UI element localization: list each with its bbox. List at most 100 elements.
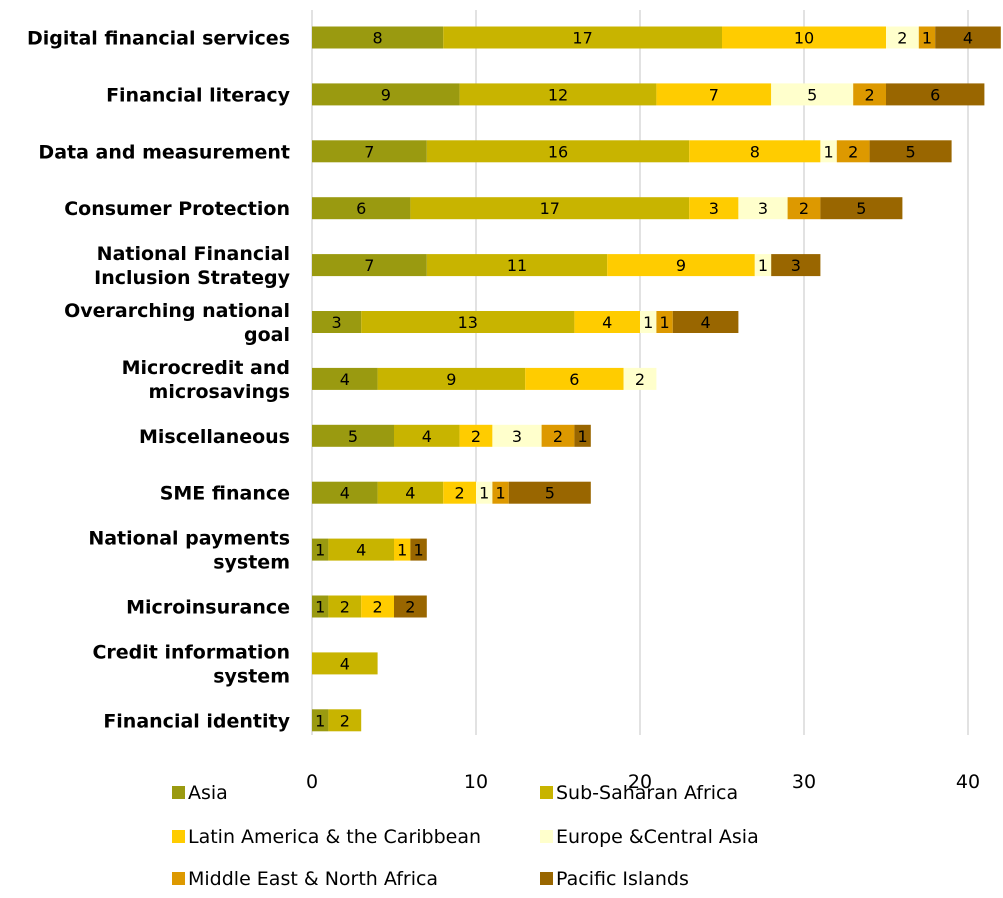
bar-segment (312, 595, 329, 618)
bar-segment (394, 538, 411, 561)
data-label: 3 (512, 427, 522, 446)
bar-segment (492, 424, 542, 447)
data-label: 8 (373, 29, 383, 48)
bar-segment (312, 311, 362, 333)
bar-segment (886, 26, 919, 49)
bar-segment (377, 481, 444, 504)
bar-segment (361, 311, 575, 333)
legend-item: Latin America & the Caribbean (172, 826, 481, 848)
data-label: 2 (373, 598, 383, 617)
data-label: 1 (479, 484, 489, 503)
data-label: 11 (507, 256, 527, 275)
data-label: 3 (332, 313, 342, 332)
legend-swatch (540, 786, 553, 799)
category-label: Overarching national goal (64, 300, 290, 346)
bar-segment (443, 481, 476, 504)
bar-segment (377, 367, 526, 390)
data-label: 17 (572, 29, 592, 48)
bar-segment (312, 254, 427, 277)
data-label: 3 (758, 199, 768, 218)
bar-segment (361, 595, 394, 618)
legend-label: Latin America & the Caribbean (188, 826, 481, 848)
data-label: 4 (963, 29, 973, 48)
legend-swatch (172, 786, 185, 799)
bar-segment (656, 83, 772, 106)
data-label: 17 (540, 199, 560, 218)
bar-segment (836, 140, 870, 163)
legend-item: Europe &Central Asia (540, 826, 759, 848)
data-label: 6 (930, 85, 940, 104)
data-label: 8 (750, 142, 760, 161)
legend-swatch (540, 872, 553, 885)
data-label: 4 (422, 427, 432, 446)
data-label: 9 (676, 256, 686, 275)
data-label: 4 (340, 484, 350, 503)
data-label: 1 (824, 142, 834, 161)
data-label: 4 (356, 541, 366, 560)
data-label: 1 (414, 541, 424, 560)
bar-segment (607, 254, 755, 277)
bar-segment (410, 197, 690, 220)
x-tick-label: 10 (464, 771, 488, 793)
legend-swatch (172, 830, 185, 843)
legend-label: Middle East & North Africa (188, 868, 438, 890)
bar-segment (820, 197, 903, 220)
data-label: 12 (548, 85, 568, 104)
bar-segment (771, 254, 821, 277)
data-label: 7 (364, 256, 374, 275)
bar-segment (312, 538, 329, 561)
data-label: 9 (381, 85, 391, 104)
data-label: 2 (471, 427, 481, 446)
bar-segment (574, 424, 591, 447)
x-tick-label: 40 (956, 771, 980, 793)
data-label: 7 (364, 142, 374, 161)
bar-segment (426, 140, 690, 163)
category-label: National Financial Inclusion Strategy (94, 243, 290, 289)
bar-segment (328, 538, 394, 561)
data-label: 4 (701, 313, 711, 332)
data-label: 1 (758, 256, 768, 275)
bar-segment (312, 709, 329, 732)
bar-segment (722, 26, 886, 49)
category-labels: Digital financial services Financial lite… (27, 28, 291, 733)
data-label: 2 (455, 484, 465, 503)
data-label: 2 (799, 199, 809, 218)
bar-segment (869, 140, 952, 163)
x-tick-label: 0 (306, 771, 318, 793)
bar-segment (935, 26, 1001, 49)
data-label: 4 (405, 484, 415, 503)
bar-segment (312, 652, 378, 675)
data-label: 1 (643, 313, 653, 332)
category-label: Financial literacy (106, 84, 291, 106)
legend-item: Asia (172, 782, 228, 804)
bar-segment (443, 26, 722, 49)
bar-segment (508, 481, 591, 504)
bar-segment (820, 140, 837, 163)
bar-segment (853, 83, 886, 106)
bar-segment (328, 595, 362, 618)
legend-swatch (172, 872, 185, 885)
data-label: 2 (405, 598, 415, 617)
bar-segment (525, 367, 624, 390)
category-label: National payments system (88, 528, 290, 574)
data-label: 1 (578, 427, 588, 446)
bar-segment (459, 83, 657, 106)
legend-item: Middle East & North Africa (172, 868, 438, 890)
legend-label: Asia (188, 782, 228, 804)
x-axis-tick-labels: 0 10 20 30 40 (306, 771, 980, 793)
bar-segment (312, 83, 460, 106)
bar-segment (574, 311, 640, 333)
data-label: 7 (709, 85, 719, 104)
data-label: 1 (922, 29, 932, 48)
data-labels: 8 17 10 2 1 49 12 7 5 2 67 16 8 1 2 56 17 3 3 2 57 11 9 1 33 13 4 1… (315, 29, 973, 731)
bar-segment (492, 481, 509, 504)
data-label: 1 (315, 598, 325, 617)
category-label: Microcredit and microsavings (122, 357, 290, 403)
category-label: Microinsurance (126, 597, 290, 619)
bar-segment (394, 424, 460, 447)
bar-segment (886, 83, 985, 106)
data-label: 1 (315, 711, 325, 730)
legend-label: Pacific Islands (556, 868, 689, 890)
data-label: 2 (848, 142, 858, 161)
bar-segment (459, 424, 493, 447)
